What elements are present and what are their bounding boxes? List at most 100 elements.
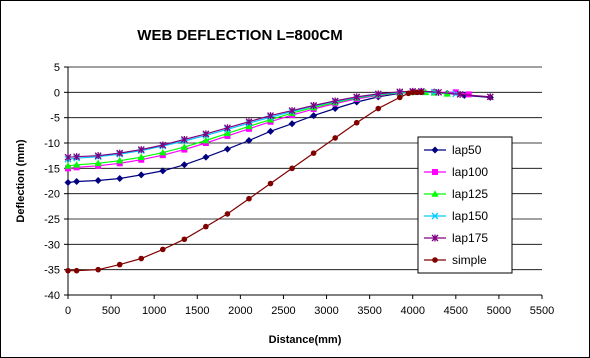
point-simple-0 — [65, 267, 71, 274]
legend-item-lap150: lap150 — [424, 209, 488, 223]
point-lap175-20 — [456, 90, 464, 98]
point-lap50-3 — [116, 174, 124, 182]
point-lap175-5 — [159, 141, 167, 149]
x-tick-label-7: 3500 — [357, 305, 381, 317]
point-simple-17 — [405, 90, 412, 97]
x-axis-title: Distance(mm) — [269, 334, 342, 346]
point-lap50-10 — [267, 127, 275, 135]
point-lap175-7 — [202, 130, 210, 138]
point-lap175-4 — [137, 146, 145, 154]
point-lap125-0 — [64, 162, 72, 169]
point-lap175-9 — [245, 118, 253, 126]
point-lap50-4 — [137, 171, 145, 179]
legend-marker-lap175 — [431, 234, 439, 242]
y-tick-label-4: -15 — [44, 163, 60, 175]
point-simple-7 — [203, 223, 209, 230]
y-tick-label-7: -30 — [44, 239, 60, 251]
x-tick-label-5: 2500 — [271, 305, 295, 317]
point-simple-14 — [353, 119, 360, 126]
axes: 5 0 -5 -10 -15 -20 -25 -30 -35 -40 0 500 1000 1500 200… — [44, 62, 554, 317]
x-tick-label-4: 2000 — [228, 305, 252, 317]
point-simple-18 — [409, 89, 416, 96]
legend-label-lap150: lap150 — [452, 209, 488, 223]
point-simple-11 — [289, 165, 295, 172]
point-lap175-14 — [353, 93, 361, 101]
point-lap175-1 — [73, 153, 81, 161]
point-lap50-11 — [288, 120, 296, 128]
point-lap175-19 — [435, 88, 443, 96]
point-lap175-12 — [310, 102, 318, 110]
legend-marker-lap150 — [431, 212, 439, 220]
point-lap175-16 — [396, 88, 404, 96]
point-simple-10 — [267, 180, 274, 187]
point-lap175-11 — [288, 107, 296, 115]
point-lap125-9 — [245, 122, 253, 130]
series-simple — [65, 89, 425, 274]
point-simple-9 — [246, 195, 252, 202]
x-tick-label-2: 1000 — [142, 305, 166, 317]
point-lap100-20 — [452, 89, 459, 96]
x-tick-label-8: 4000 — [400, 305, 424, 317]
point-lap175-6 — [180, 135, 188, 143]
point-lap125-1 — [73, 160, 81, 168]
point-lap175-15 — [374, 90, 382, 98]
point-lap125-6 — [180, 143, 188, 150]
point-simple-19 — [414, 89, 420, 96]
point-lap100-21 — [465, 91, 472, 98]
legend-marker-lap100 — [432, 169, 438, 175]
point-lap175-0 — [64, 153, 72, 161]
legend-item-lap175: lap175 — [424, 231, 488, 245]
y-tick-label-2: -5 — [50, 113, 60, 125]
point-simple-5 — [160, 246, 166, 253]
point-simple-3 — [116, 261, 123, 268]
point-lap175-21 — [486, 93, 494, 101]
y-tick-label-0: 5 — [54, 62, 60, 74]
point-lap50-12 — [310, 112, 318, 120]
point-lap50-8 — [223, 145, 231, 153]
series-group — [64, 87, 494, 274]
point-lap50-6 — [180, 161, 188, 169]
x-tick-label-3: 1500 — [185, 305, 209, 317]
y-tick-label-1: 0 — [54, 87, 60, 99]
x-tick-label-9: 4500 — [444, 305, 468, 317]
point-simple-6 — [181, 236, 188, 243]
x-tick-label-0: 0 — [65, 305, 71, 317]
point-lap50-5 — [159, 167, 167, 175]
point-lap125-3 — [116, 156, 124, 164]
chart-title: WEB DEFLECTION L=800CM — [137, 27, 342, 44]
point-lap125-10 — [266, 115, 275, 123]
legend-item-lap125: lap125 — [424, 187, 488, 201]
legend-label-lap50: lap50 — [452, 143, 482, 157]
point-lap125-4 — [137, 153, 145, 160]
legend-marker-lap125 — [431, 190, 439, 197]
y-tick-label-3: -10 — [44, 138, 60, 150]
point-lap50-9 — [245, 136, 253, 144]
legend: lap50 lap100 lap125 lap150 lap175 simple — [417, 136, 513, 274]
legend-marker-simple — [432, 257, 438, 263]
y-tick-label-5: -20 — [44, 189, 60, 201]
point-lap175-8 — [223, 124, 231, 132]
legend-label-lap175: lap175 — [452, 231, 488, 245]
point-lap125-5 — [159, 148, 167, 156]
point-simple-12 — [310, 150, 317, 156]
point-lap50-7 — [202, 153, 210, 161]
point-lap125-8 — [223, 129, 232, 137]
x-tick-label-11: 5500 — [530, 305, 554, 317]
point-simple-15 — [375, 105, 382, 112]
point-simple-8 — [224, 211, 231, 217]
point-lap50-0 — [64, 179, 72, 187]
point-lap50-2 — [94, 176, 102, 184]
point-lap125-7 — [202, 136, 210, 144]
point-lap175-3 — [116, 149, 124, 157]
point-lap125-2 — [94, 159, 102, 167]
x-tick-label-6: 3000 — [314, 305, 338, 317]
legend-label-lap100: lap100 — [452, 165, 488, 179]
point-simple-16 — [397, 94, 403, 101]
legend-label-lap125: lap125 — [452, 187, 488, 201]
legend-item-simple: simple — [424, 253, 487, 267]
point-lap175-2 — [94, 152, 102, 160]
point-lap175-13 — [331, 97, 339, 105]
y-tick-label-9: -40 — [44, 290, 60, 302]
